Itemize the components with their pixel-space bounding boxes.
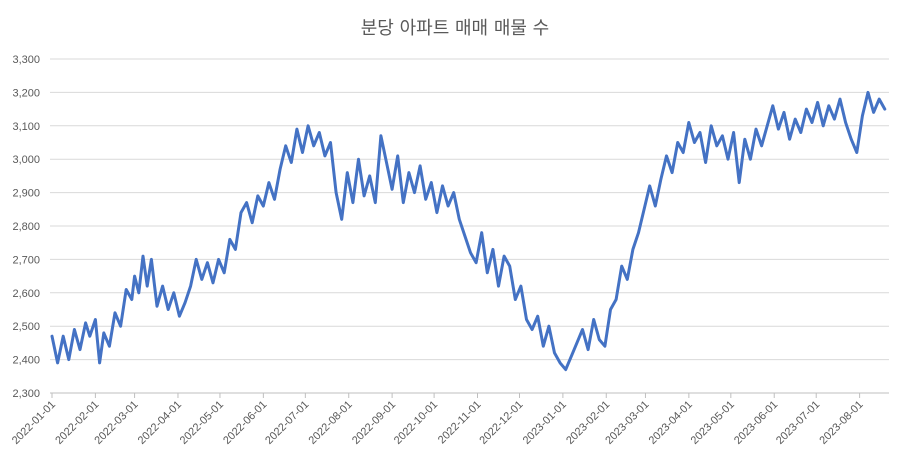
x-tick-label: 2023-06-01 (732, 399, 780, 447)
chart-title: 분당 아파트 매매 매물 수 (361, 18, 550, 39)
y-tick-label: 2,900 (12, 188, 40, 200)
y-axis-tick-labels: 2,300 2,400 2,500 2,600 2,700 2,800 2,900 3,000… (12, 54, 40, 400)
y-tick-label: 2,400 (12, 355, 40, 367)
x-tick-label: 2022-09-01 (350, 399, 398, 447)
x-tick-label: 2022-01-01 (10, 399, 58, 447)
y-tick-label: 2,500 (12, 321, 40, 333)
y-tick-label: 2,300 (12, 388, 40, 400)
x-tick-label: 2023-07-01 (774, 399, 822, 447)
x-axis-tick-labels: 2022-01-012022-02-012022-03-012022-04-01… (10, 393, 866, 447)
series-lines (50, 90, 887, 372)
x-tick-label: 2022-12-01 (477, 399, 525, 447)
x-tick-label: 2022-08-01 (307, 399, 355, 447)
y-tick-label: 2,600 (12, 288, 40, 300)
gridlines (50, 58, 889, 361)
y-tick-label: 3,200 (12, 87, 40, 99)
x-tick-label: 2023-04-01 (647, 399, 695, 447)
x-tick-label: 2023-08-01 (817, 399, 865, 447)
y-tick-label: 3,300 (12, 54, 40, 66)
x-tick-label: 2022-04-01 (136, 399, 184, 447)
y-tick-label: 3,100 (12, 121, 40, 133)
x-tick-label: 2022-05-01 (178, 399, 226, 447)
x-tick-label: 2022-06-01 (221, 399, 269, 447)
y-tick-label: 3,000 (12, 154, 40, 166)
x-tick-label: 2023-05-01 (689, 399, 737, 447)
x-tick-label: 2023-01-01 (521, 399, 569, 447)
y-tick-label: 2,800 (12, 221, 40, 233)
series-line (50, 90, 887, 372)
x-tick-label: 2022-07-01 (263, 399, 311, 447)
x-tick-label: 2022-10-01 (392, 399, 440, 447)
y-tick-label: 2,700 (12, 254, 40, 266)
x-tick-label: 2022-11-01 (436, 399, 484, 447)
